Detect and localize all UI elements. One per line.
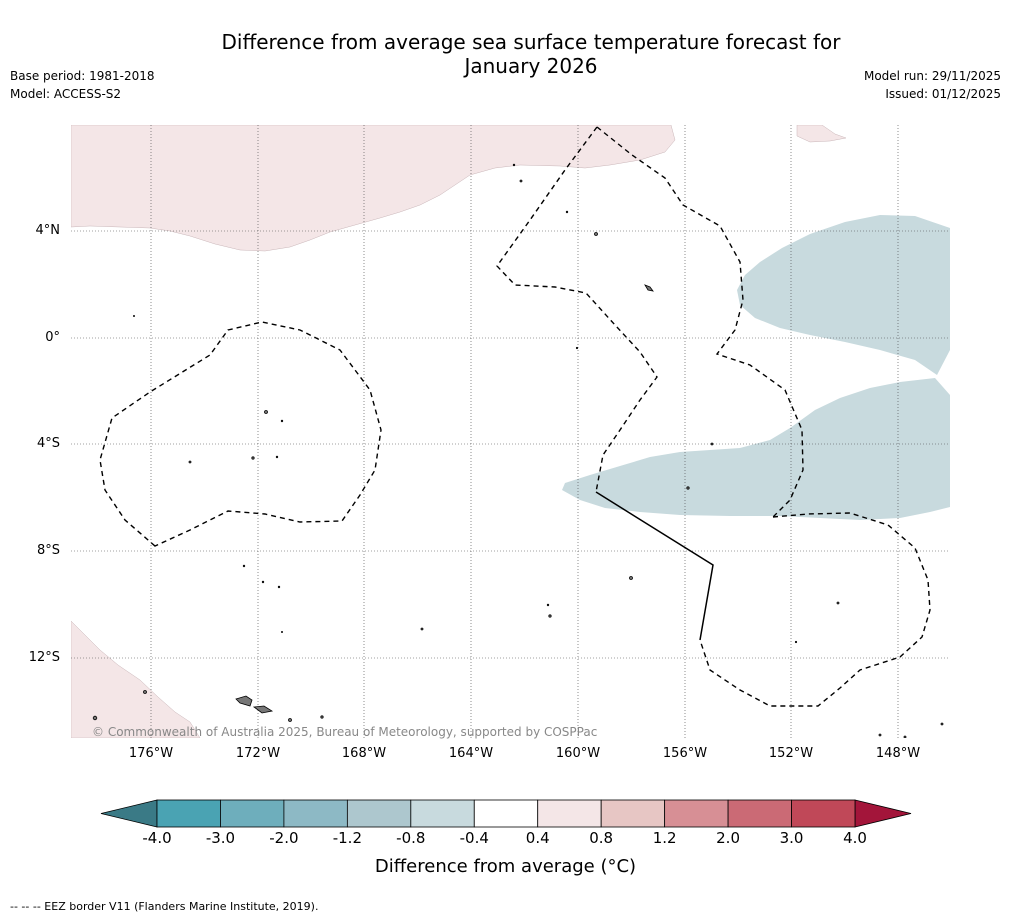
colorbar-segment [791,799,856,828]
colorbar-tick-label: 2.0 [716,829,740,847]
eez-tokelau-west [99,321,382,547]
lat-label-8s: 8°S [36,543,60,558]
lon-label-148w: 148°W [875,746,921,761]
colorbar-tick-label: -0.4 [459,829,489,847]
lon-label-160w: 160°W [555,746,601,761]
colorbar-tick-label: -0.8 [396,829,426,847]
island-samoa-tutuila [252,705,274,714]
colorbar-segment [156,799,221,828]
lon-label-172w: 172°W [235,746,281,761]
map-area [71,125,950,738]
warm-anomaly-region-south [71,620,201,738]
lon-label-156w: 156°W [662,746,708,761]
lat-label-12s: 12°S [28,650,60,665]
colorbar [100,799,912,828]
graticule [71,125,950,738]
colorbar-low-extend [100,799,158,828]
meta-left: Base period: 1981-2018 Model: ACCESS-S2 [10,67,155,103]
colorbar-tick-label: -1.2 [332,829,362,847]
eez-kiribati [496,126,658,493]
cool-anomaly-region-south [562,378,950,520]
lon-label-168w: 168°W [341,746,387,761]
islands [92,163,944,738]
title-line-1: Difference from average sea surface temp… [221,30,841,54]
colorbar-tick-label: 4.0 [843,829,867,847]
colorbar-tick-label: 1.2 [652,829,677,847]
colorbar-label: Difference from average (°C) [374,856,637,877]
map-title: Difference from average sea surface temp… [0,30,1011,78]
issued-date: Issued: 01/12/2025 [885,87,1001,101]
colorbar-segment [727,799,792,828]
colorbar-segment [537,799,602,828]
colorbar-tick-label: -2.0 [269,829,299,847]
eez-phoenix [596,126,804,518]
colorbar-tick-label: 0.8 [589,829,614,847]
colorbar-tick-label: -4.0 [142,829,172,847]
eez-borders [99,126,931,707]
eez-footnote: -- -- -- EEZ border V11 (Flanders Marine… [10,900,319,913]
cool-anomaly-region-north [737,215,950,375]
colorbar-segment [600,799,666,828]
colorbar-segment [664,799,729,828]
meta-right: Model run: 29/11/2025 Issued: 01/12/2025 [864,67,1001,103]
colorbar-segment [283,799,348,828]
island-samoa-upolu [235,695,253,707]
lon-label-164w: 164°W [448,746,494,761]
maritime-boundary-line [595,491,714,641]
model-run: Model run: 29/11/2025 [863,69,1001,83]
warm-anomaly-patch [796,125,847,143]
lat-label-0: 0° [45,330,60,345]
colorbar-segment [473,799,539,828]
colorbar-segment [410,799,475,828]
copyright-notice: © Commonwealth of Australia 2025, Bureau… [92,725,597,739]
lon-label-176w: 176°W [128,746,174,761]
base-period: Base period: 1981-2018 [10,69,155,83]
lat-label-4s: 4°S [36,436,60,451]
colorbar-tick-label: -3.0 [205,829,236,847]
warm-anomaly-region [71,125,676,252]
colorbar-segment [220,799,285,828]
colorbar-segment [346,799,412,828]
colorbar-high-extend [854,799,912,828]
lon-label-152w: 152°W [768,746,814,761]
colorbar-tick-label: 3.0 [779,829,804,847]
colorbar-tick-label: 0.4 [525,829,550,847]
title-line-2: January 2026 [464,54,598,78]
lat-label-4n: 4°N [35,223,61,238]
model-name: Model: ACCESS-S2 [10,87,122,101]
